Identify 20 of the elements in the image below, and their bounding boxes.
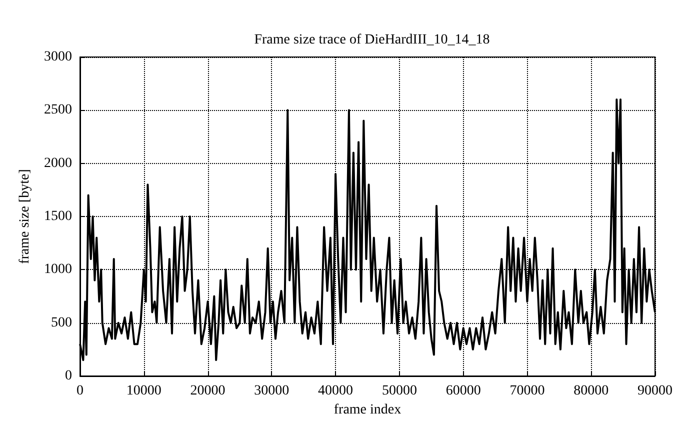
y-tick-label: 3000	[44, 50, 72, 64]
y-tick-label: 2000	[44, 156, 72, 171]
x-tick-label: 30000	[254, 384, 290, 398]
x-tick-label: 0	[76, 384, 84, 398]
x-tick-label: 70000	[510, 384, 545, 398]
x-tick-label: 50000	[382, 384, 417, 398]
y-tick-label: 500	[51, 315, 72, 330]
x-tick-label: 90000	[638, 384, 672, 398]
y-tick-label: 1000	[44, 262, 72, 278]
x-tick-label: 80000	[574, 384, 609, 398]
x-axis-title: frame index	[334, 402, 402, 418]
x-tick-label: 10000	[126, 384, 162, 398]
x-tick-label: 20000	[190, 384, 226, 398]
x-tick-label: 60000	[446, 384, 481, 398]
y-tick-label: 1500	[44, 209, 72, 224]
y-tick-label: 0	[65, 368, 72, 384]
chart-title: Frame size trace of DieHardIII_10_14_18	[254, 32, 490, 48]
y-tick-label: 2500	[44, 102, 72, 118]
x-tick-label: 40000	[318, 384, 354, 398]
y-axis-title: frame size [byte]	[18, 169, 32, 264]
